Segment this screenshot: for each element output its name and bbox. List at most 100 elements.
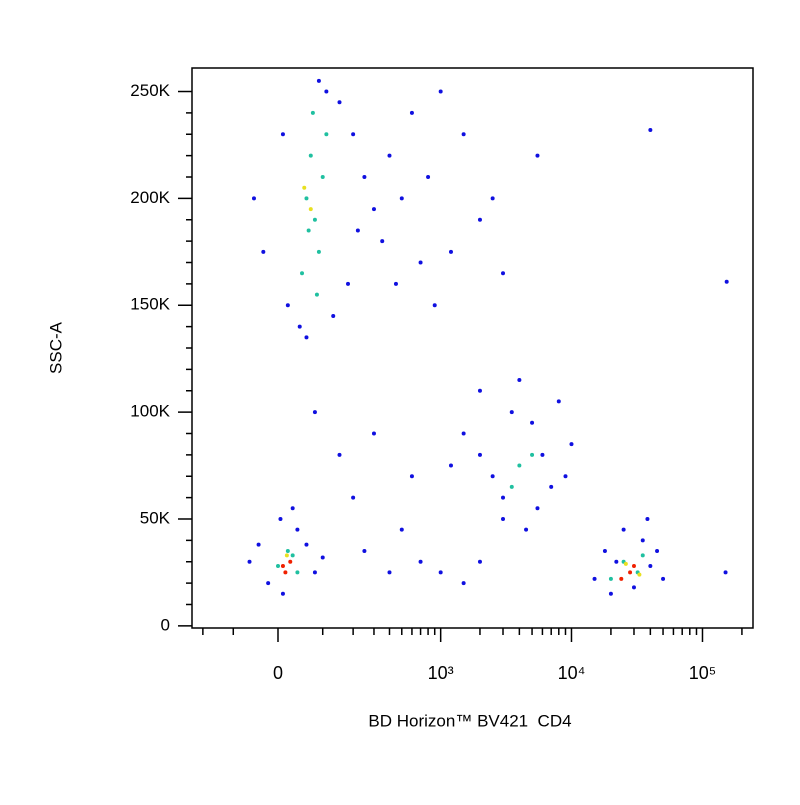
y-tick-label: 50K xyxy=(140,508,171,527)
data-point xyxy=(556,399,561,404)
data-point xyxy=(275,564,280,569)
data-point xyxy=(723,570,728,575)
data-point xyxy=(621,527,626,532)
data-point xyxy=(312,217,317,222)
data-point xyxy=(409,474,414,479)
data-point xyxy=(631,585,636,590)
data-point xyxy=(290,553,295,558)
data-point xyxy=(614,559,619,564)
data-point xyxy=(324,89,329,94)
x-axis-label: BD Horizon™ BV421 CD4 xyxy=(368,711,571,730)
data-point xyxy=(308,153,313,158)
data-point xyxy=(337,452,342,457)
data-point xyxy=(418,260,423,265)
data-point xyxy=(362,549,367,554)
data-point xyxy=(304,335,309,340)
x-tick-label: 0 xyxy=(273,663,283,683)
data-point xyxy=(284,553,289,558)
data-point xyxy=(285,549,290,554)
data-point xyxy=(608,591,613,596)
data-point xyxy=(304,196,309,201)
data-point xyxy=(438,570,443,575)
data-point xyxy=(477,559,482,564)
data-point xyxy=(302,185,307,190)
data-point xyxy=(623,561,628,566)
data-point xyxy=(509,410,514,415)
data-point xyxy=(432,303,437,308)
data-point xyxy=(251,196,256,201)
data-point xyxy=(648,127,653,132)
data-point xyxy=(316,78,321,83)
data-point xyxy=(351,495,356,500)
data-point xyxy=(310,110,315,115)
data-point xyxy=(724,279,729,284)
data-point xyxy=(247,559,252,564)
data-point xyxy=(426,175,431,180)
data-point xyxy=(477,388,482,393)
y-tick-label: 100K xyxy=(130,402,170,421)
data-point xyxy=(448,463,453,468)
data-point xyxy=(640,553,645,558)
data-point xyxy=(308,207,313,212)
data-point xyxy=(549,484,554,489)
data-point xyxy=(280,564,285,569)
data-point xyxy=(509,484,514,489)
data-point xyxy=(640,538,645,543)
data-point xyxy=(501,271,506,276)
data-point xyxy=(438,89,443,94)
data-point xyxy=(288,559,293,564)
data-point xyxy=(501,495,506,500)
y-axis-label: SSC-A xyxy=(46,321,65,374)
data-point xyxy=(399,527,404,532)
data-point xyxy=(316,249,321,254)
data-point xyxy=(448,249,453,254)
data-point xyxy=(490,474,495,479)
data-point xyxy=(648,564,653,569)
data-point xyxy=(351,132,356,137)
data-point xyxy=(320,175,325,180)
data-point xyxy=(418,559,423,564)
data-point xyxy=(477,452,482,457)
data-point xyxy=(461,581,466,586)
data-point xyxy=(409,110,414,115)
y-tick-label: 250K xyxy=(130,81,170,100)
data-point xyxy=(261,249,266,254)
data-point xyxy=(530,420,535,425)
data-point xyxy=(535,153,540,158)
data-point xyxy=(306,228,311,233)
data-point xyxy=(387,570,392,575)
data-point xyxy=(380,239,385,244)
data-point xyxy=(608,576,613,581)
data-point xyxy=(278,516,283,521)
data-point xyxy=(280,591,285,596)
data-point xyxy=(387,153,392,158)
data-point xyxy=(362,175,367,180)
data-point xyxy=(297,324,302,329)
data-point xyxy=(280,132,285,137)
data-point xyxy=(256,542,261,547)
data-point xyxy=(371,207,376,212)
data-point xyxy=(535,506,540,511)
data-point xyxy=(300,271,305,276)
x-tick-label: 10³ xyxy=(428,663,454,683)
data-point xyxy=(592,576,597,581)
data-point xyxy=(461,132,466,137)
data-point xyxy=(655,549,660,554)
data-point xyxy=(645,516,650,521)
data-point xyxy=(661,576,666,581)
data-point xyxy=(331,313,336,318)
x-tick-label: 10⁴ xyxy=(558,663,586,683)
data-point xyxy=(540,452,545,457)
data-point xyxy=(312,570,317,575)
data-point xyxy=(619,576,624,581)
data-point xyxy=(345,281,350,286)
data-point xyxy=(393,281,398,286)
data-point xyxy=(563,474,568,479)
data-point xyxy=(371,431,376,436)
data-point xyxy=(295,527,300,532)
data-point xyxy=(399,196,404,201)
data-point xyxy=(285,303,290,308)
data-point xyxy=(283,570,288,575)
data-point xyxy=(602,549,607,554)
data-point xyxy=(290,506,295,511)
